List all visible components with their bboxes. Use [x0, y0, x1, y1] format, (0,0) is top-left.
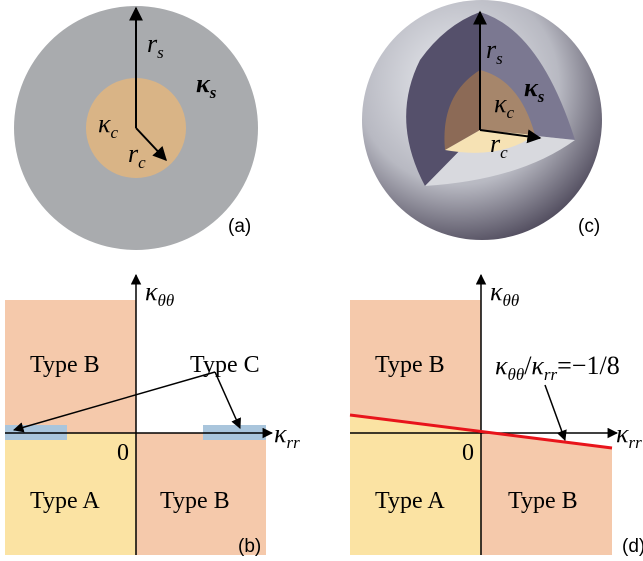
line-label: κθθ/κrr=−1/8	[495, 351, 620, 384]
figure: rs κs κc rc (a) rs κs κc rc (c) κθθ κrr …	[0, 0, 643, 561]
origin-label: 0	[117, 440, 129, 466]
region-label: Type B	[30, 352, 100, 378]
y-axis-label: κθθ	[490, 277, 519, 310]
origin-label: 0	[462, 440, 474, 466]
region-label: Type B	[160, 488, 230, 514]
panel-tag: (a)	[228, 216, 251, 237]
region-label: Type A	[30, 488, 100, 514]
pointer-arrow	[545, 385, 565, 440]
panel-tag: (d)	[622, 536, 643, 557]
region-label: Type A	[375, 488, 445, 514]
region-label: Type B	[375, 352, 445, 378]
panel-a: rs κs κc rc (a)	[14, 6, 258, 250]
region-label: Type B	[508, 488, 578, 514]
panel-b: κθθ κrr 0 Type B Type C Type A Type B (b…	[5, 275, 300, 557]
y-axis-label: κθθ	[145, 277, 174, 310]
panel-d: κθθ κrr 0 Type B Type A Type B κθθ/κrr=−…	[350, 275, 643, 557]
x-axis-label: κrr	[274, 419, 300, 452]
pointer-arrow	[215, 372, 240, 428]
region-label: Type C	[190, 352, 260, 378]
panel-tag: (b)	[238, 536, 261, 557]
region-type-a	[350, 415, 481, 555]
panel-c: rs κs κc rc (c)	[362, 0, 602, 240]
panel-tag: (c)	[578, 216, 600, 237]
x-axis-label: κrr	[616, 419, 642, 452]
